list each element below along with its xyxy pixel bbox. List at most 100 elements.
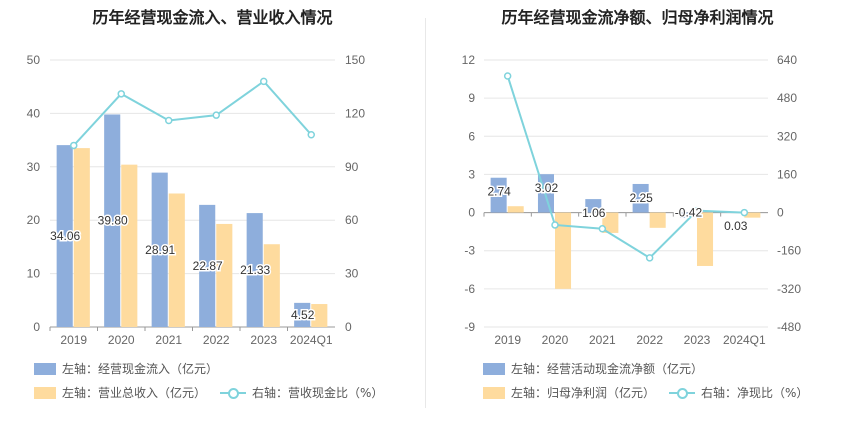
bar <box>585 199 602 213</box>
y-tick-label-right: 480 <box>777 91 797 105</box>
line-point <box>165 116 173 125</box>
legend-swatch-bar2 <box>483 386 505 399</box>
legend-item-line[interactable]: 右轴：净现比（%） <box>669 384 808 401</box>
y-tick-label-right: 0 <box>777 206 784 220</box>
y-tick-label-left: -6 <box>464 282 475 296</box>
y-tick-label-right: 150 <box>345 53 365 67</box>
chart-title: 历年经营现金流净额、归母净利润情况 <box>501 8 774 27</box>
bar <box>490 177 507 213</box>
data-label: 2.25 <box>629 191 653 205</box>
legend-label: 左轴：归母净利润（亿元） <box>511 386 656 400</box>
legend-label: 左轴：营业总收入（亿元） <box>62 386 207 400</box>
data-label: 1.06 <box>582 206 606 220</box>
bar <box>73 148 90 327</box>
data-label: 28.91 <box>145 243 175 257</box>
x-tick-label: 2020 <box>542 333 569 347</box>
data-label: 34.06 <box>50 229 80 243</box>
x-tick-label: 2022 <box>203 333 230 347</box>
y-tick-label-right: 640 <box>777 53 797 67</box>
line-point <box>645 254 654 262</box>
bar <box>246 213 263 327</box>
chart-svg-right: -9 -6 -3 0 3 6 9 12 -480 -320 -160 0 160 320 480 640 201… <box>462 53 802 347</box>
bar <box>507 206 524 213</box>
y-tick-label-right: 60 <box>345 213 359 227</box>
legend-swatch-bar1 <box>483 362 505 375</box>
x-tick-label: 2024Q1 <box>723 333 766 347</box>
y-tick-label-right: -480 <box>777 320 801 334</box>
bar <box>555 212 572 289</box>
data-label: 22.87 <box>193 259 223 273</box>
chart-svg-left: 0 10 20 30 40 50 0 30 60 90 120 150 2019 2020 2021 2022… <box>27 53 366 347</box>
y-tick-label-right: -320 <box>777 282 801 296</box>
legend-label: 左轴：经营活动现金流净额（亿元） <box>511 362 704 376</box>
y-tick-label-right: 90 <box>345 160 359 174</box>
line-point <box>503 72 512 80</box>
y-tick-label-left: 12 <box>462 53 476 67</box>
x-tick-label: 2023 <box>684 333 711 347</box>
legend-label: 右轴：营收现金比（%） <box>252 386 384 400</box>
legend-swatch-bar2 <box>34 386 56 399</box>
x-tick-label: 2021 <box>155 333 182 347</box>
y-tick-label-right: -160 <box>777 244 801 258</box>
y-tick-label-left: 0 <box>468 206 475 220</box>
data-label: 2.74 <box>487 185 511 199</box>
line-point <box>260 77 268 86</box>
bar <box>697 212 714 266</box>
bar <box>121 164 138 327</box>
bar <box>263 244 280 327</box>
bar <box>168 193 185 327</box>
data-label: -0.42 <box>675 206 703 220</box>
bar <box>602 212 619 233</box>
legend-row-1: 左轴：经营活动现金流净额（亿元） <box>483 360 717 377</box>
y-tick-label-left: 10 <box>27 267 41 281</box>
line-point <box>740 208 749 217</box>
chart-panel-right: 历年经营现金流净额、归母净利润情况 -9 -6 -3 0 3 6 9 12 -480 -320 -1… <box>425 0 850 437</box>
bar <box>679 212 696 218</box>
x-tick-label: 2019 <box>60 333 87 347</box>
y-tick-label-left: 6 <box>468 129 475 143</box>
y-tick-label-left: -3 <box>464 244 475 258</box>
bar <box>632 183 649 213</box>
legend-row-1: 左轴：经营现金流入（亿元） <box>34 360 232 377</box>
y-tick-label-right: 120 <box>345 106 365 120</box>
bar <box>294 302 311 327</box>
legend-item-bar1[interactable]: 左轴：经营现金流入（亿元） <box>34 360 218 377</box>
y-tick-label-left: 50 <box>27 53 41 67</box>
line-series <box>73 80 312 147</box>
legend-label: 右轴：净现比（%） <box>701 386 809 400</box>
legend-item-bar2[interactable]: 左轴：营业总收入（亿元） <box>34 384 206 401</box>
y-tick-label-right: 0 <box>345 320 352 334</box>
x-tick-label: 2023 <box>250 333 277 347</box>
y-tick-label-left: -9 <box>464 320 475 334</box>
x-tick-label: 2022 <box>636 333 663 347</box>
bar <box>649 212 666 228</box>
legend-item-bar2[interactable]: 左轴：归母净利润（亿元） <box>483 384 655 401</box>
legend-row-2: 左轴：营业总收入（亿元） 右轴：营收现金比（%） <box>34 384 397 401</box>
y-tick-label-right: 160 <box>777 167 797 181</box>
y-tick-label-right: 320 <box>777 129 797 143</box>
line-point <box>598 225 607 233</box>
line-point <box>307 131 315 139</box>
chart-title: 历年经营现金流入、营业收入情况 <box>92 8 333 27</box>
y-tick-label-left: 9 <box>468 91 475 105</box>
bar <box>744 212 761 218</box>
line-point <box>693 206 701 215</box>
x-tick-label: 2024Q1 <box>290 333 333 347</box>
bar <box>199 204 216 327</box>
legend-item-line[interactable]: 右轴：营收现金比（%） <box>220 384 383 401</box>
bar <box>56 145 73 327</box>
x-tick-label: 2019 <box>494 333 521 347</box>
data-label: 21.33 <box>240 263 270 277</box>
bar <box>311 304 328 327</box>
line-point <box>212 111 220 119</box>
bar <box>104 114 121 327</box>
y-tick-label-left: 20 <box>27 213 41 227</box>
data-label: 39.80 <box>98 214 128 228</box>
legend-row-2: 左轴：归母净利润（亿元） 右轴：净现比（%） <box>483 384 822 401</box>
data-label: 4.52 <box>291 308 315 322</box>
legend-item-bar1[interactable]: 左轴：经营活动现金流净额（亿元） <box>483 360 703 377</box>
line-point <box>117 90 125 98</box>
y-tick-label-left: 30 <box>27 160 41 174</box>
legend-label: 左轴：经营现金流入（亿元） <box>62 362 219 376</box>
bar <box>216 223 233 327</box>
